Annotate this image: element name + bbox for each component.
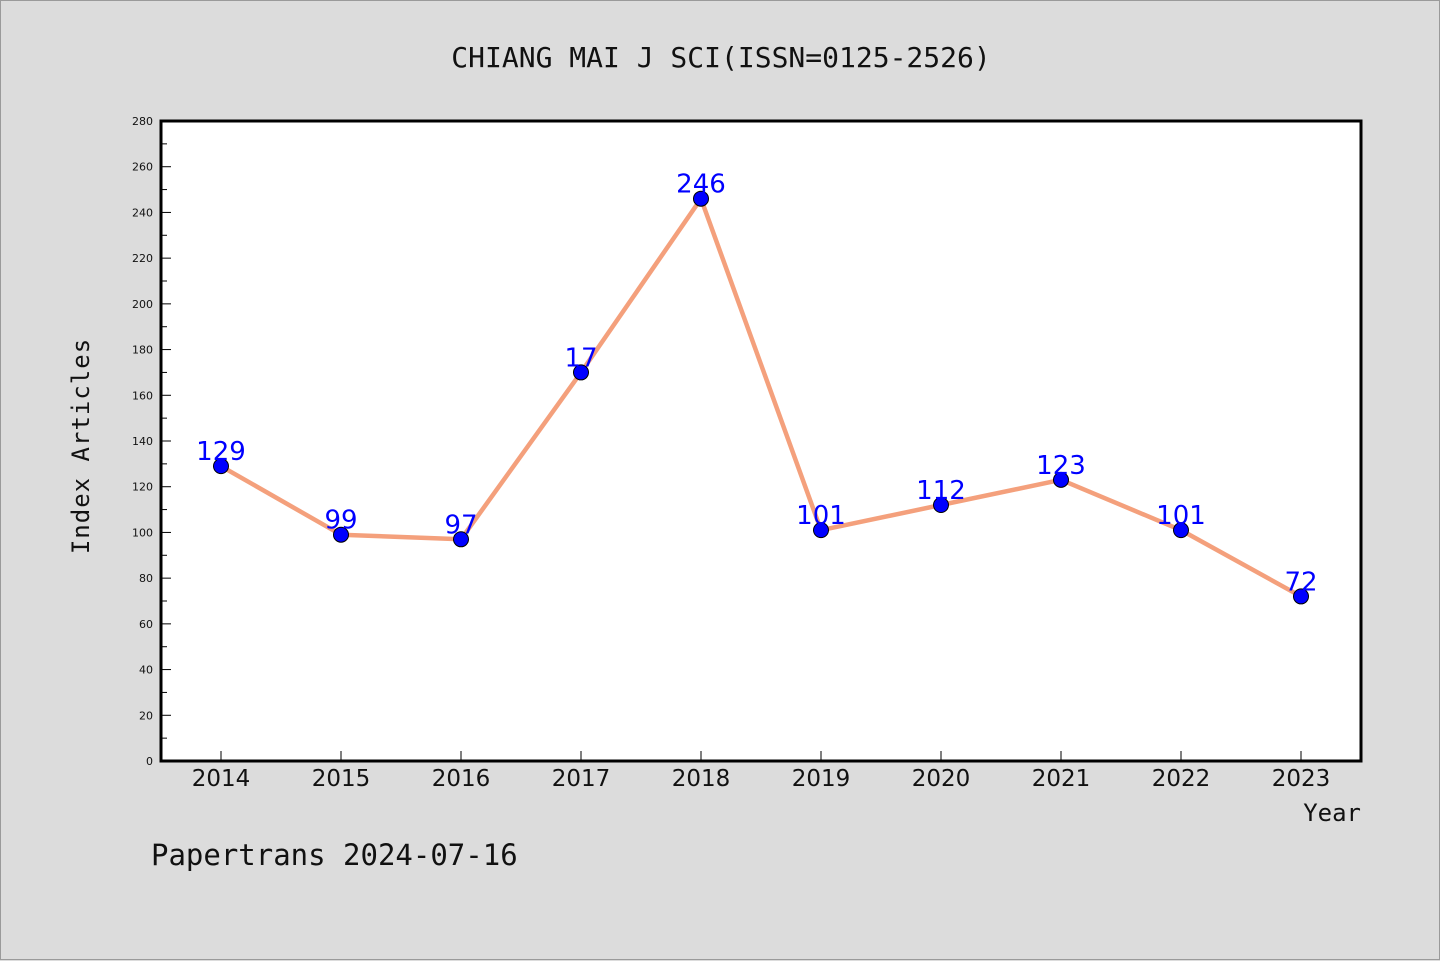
data-label: 17: [564, 343, 597, 373]
data-label: 97: [444, 510, 477, 540]
data-point: [813, 522, 829, 539]
data-point: [933, 497, 949, 513]
plot-area: [159, 119, 1363, 763]
y-tick-label: 200: [132, 298, 153, 311]
y-axis-label: Index Articles: [67, 338, 95, 554]
data-label: 129: [196, 437, 246, 467]
y-tick-label: 60: [139, 618, 153, 631]
data-point: [453, 531, 469, 548]
y-tick-label: 160: [132, 389, 153, 402]
x-axis-label: Year: [1303, 799, 1361, 827]
footer-watermark: Papertrans 2024-07-16: [151, 838, 518, 872]
x-tick-label: 2019: [792, 766, 851, 792]
data-point: [213, 458, 229, 475]
x-tick-label: 2018: [672, 766, 731, 792]
chart-title: CHIANG MAI J SCI(ISSN=0125-2526): [451, 41, 990, 74]
y-tick-label: 20: [139, 709, 153, 722]
y-tick-label: 40: [139, 664, 153, 677]
y-tick-label: 0: [146, 755, 153, 768]
data-label: 101: [796, 501, 846, 531]
x-tick-label: 2017: [552, 766, 611, 792]
x-tick-label: 2014: [192, 766, 251, 792]
series-line-group: [218, 196, 1304, 599]
x-axis-ticks: 2014 2015 2016 2017 2018 2019 2020 2021 2022 2023: [192, 751, 1331, 792]
y-tick-label: 120: [132, 481, 153, 494]
y-tick-label: 100: [132, 526, 153, 539]
data-point: [1173, 522, 1189, 539]
y-tick-label: 140: [132, 435, 153, 448]
data-point: [573, 364, 589, 381]
data-label: 72: [1284, 567, 1317, 597]
x-tick-label: 2023: [1272, 766, 1331, 792]
data-label: 99: [324, 506, 357, 536]
x-tick-label: 2016: [432, 766, 491, 792]
series-line: [218, 196, 1304, 599]
y-tick-label: 220: [132, 252, 153, 265]
data-point: [333, 526, 349, 543]
y-tick-label: 280: [132, 115, 153, 128]
x-tick-label: 2020: [912, 766, 971, 792]
x-tick-label: 2021: [1032, 766, 1091, 792]
y-tick-label: 80: [139, 572, 153, 585]
data-label: 101: [1156, 501, 1206, 531]
y-tick-label: 240: [132, 206, 153, 219]
x-tick-label: 2015: [312, 766, 371, 792]
series-points-group: [213, 190, 1309, 605]
data-point: [693, 190, 709, 207]
x-tick-label: 2022: [1152, 766, 1211, 792]
data-labels-group: 129 99 97 17 246 101 112 123 101 72: [196, 170, 1317, 598]
data-label: 112: [916, 476, 966, 506]
data-point: [1293, 588, 1309, 605]
data-label: 246: [676, 170, 726, 200]
y-tick-label: 180: [132, 344, 153, 357]
y-axis-ticks: 0 20 40 60 80 100 120 140 160 180 200 220 240 260 280: [132, 115, 171, 768]
y-tick-label: 260: [132, 161, 153, 174]
data-label: 123: [1036, 451, 1086, 481]
data-point: [1053, 471, 1069, 488]
